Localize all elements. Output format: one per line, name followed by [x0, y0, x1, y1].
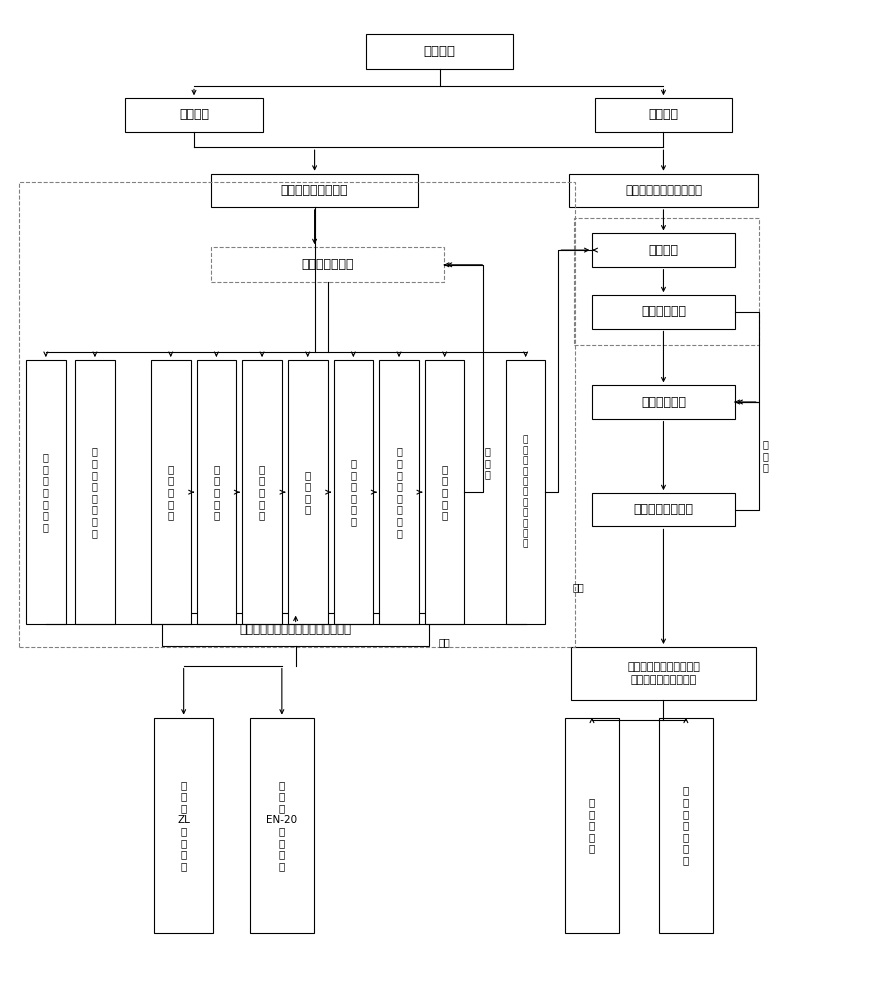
- Text: 不
合
格: 不 合 格: [762, 439, 768, 473]
- Text: 高
程
逆
向
导
入
法: 高 程 逆 向 导 入 法: [682, 786, 688, 865]
- Text: 井
口
逆
向
投
点
联
测
同
地
面: 井 口 逆 向 投 点 联 测 同 地 面: [522, 436, 528, 549]
- Bar: [378, 360, 418, 624]
- Bar: [505, 360, 545, 624]
- Bar: [570, 647, 755, 700]
- Bar: [568, 174, 758, 207]
- Bar: [573, 218, 759, 345]
- Bar: [565, 718, 618, 933]
- Text: 不
合
格: 不 合 格: [485, 446, 490, 479]
- Text: 合格: 合格: [572, 582, 583, 592]
- Text: 铅锤仪逆向投点同正向投点比较测试: 铅锤仪逆向投点同正向投点比较测试: [240, 623, 351, 636]
- Bar: [658, 718, 712, 933]
- Bar: [197, 360, 236, 624]
- Bar: [151, 360, 191, 624]
- Text: 铅
锤
仪
组
成: 铅 锤 仪 组 成: [168, 464, 174, 520]
- Bar: [592, 295, 734, 329]
- Text: 准备工作: 准备工作: [423, 45, 455, 58]
- Text: 形
成
三
角
形
闭
合
环: 形 成 三 角 形 闭 合 环: [396, 447, 401, 538]
- Bar: [125, 98, 263, 132]
- Text: 高程导入精度检测: 高程导入精度检测: [633, 503, 693, 516]
- Text: 基点引测: 基点引测: [648, 244, 678, 257]
- Text: 铅锤仪逆向传递投点: 铅锤仪逆向传递投点: [281, 184, 348, 197]
- Text: 仪器常数设置: 仪器常数设置: [640, 305, 685, 318]
- Text: 仪器选择: 仪器选择: [179, 108, 209, 121]
- Bar: [211, 247, 443, 282]
- Text: 铅锤仪逆向投点: 铅锤仪逆向投点: [301, 258, 353, 271]
- Bar: [592, 385, 734, 419]
- Bar: [211, 174, 418, 207]
- Bar: [155, 718, 212, 933]
- Bar: [19, 182, 574, 647]
- Bar: [333, 360, 373, 624]
- Bar: [592, 493, 734, 526]
- Bar: [594, 98, 731, 132]
- Text: 天
底
仪
EN-20
正
向
传
递: 天 底 仪 EN-20 正 向 传 递: [266, 780, 297, 871]
- Text: 安
放
接
收
靶: 安 放 接 收 靶: [259, 464, 265, 520]
- Text: 垂
尺
导
入
法: 垂 尺 导 入 法: [588, 797, 594, 854]
- Bar: [288, 360, 327, 624]
- Bar: [242, 360, 282, 624]
- Text: 对
径
投
点: 对 径 投 点: [305, 470, 311, 515]
- Text: 安
置
铅
锤
仪: 安 置 铅 锤 仪: [213, 464, 220, 520]
- Bar: [26, 360, 66, 624]
- Text: 仪器检校: 仪器检校: [648, 108, 678, 121]
- Text: 天
顶
仪
ZL
逆
向
传
递: 天 顶 仪 ZL 逆 向 传 递: [177, 780, 190, 871]
- Text: 闭
合
环
检
测: 闭 合 环 检 测: [441, 464, 447, 520]
- Text: 全站仪竖井高程逆向传递
同垂尺导入法比较测试: 全站仪竖井高程逆向传递 同垂尺导入法比较测试: [626, 662, 699, 685]
- Text: 井
底
控
制
点
理
设: 井 底 控 制 点 理 设: [43, 452, 48, 532]
- Bar: [366, 34, 512, 69]
- Bar: [592, 233, 734, 267]
- Bar: [249, 718, 313, 933]
- Text: 井
口
操
作
平
台
搭
设: 井 口 操 作 平 台 搭 设: [92, 447, 97, 538]
- Bar: [424, 360, 464, 624]
- Text: 全站仪竖井高程逆向传递: 全站仪竖井高程逆向传递: [624, 184, 702, 197]
- Text: 合格: 合格: [438, 637, 450, 647]
- Text: 对
径
交
会
刻
点: 对 径 交 会 刻 点: [350, 458, 356, 526]
- Bar: [75, 360, 115, 624]
- Text: 高程逆向导入: 高程逆向导入: [640, 395, 685, 408]
- Bar: [162, 613, 428, 646]
